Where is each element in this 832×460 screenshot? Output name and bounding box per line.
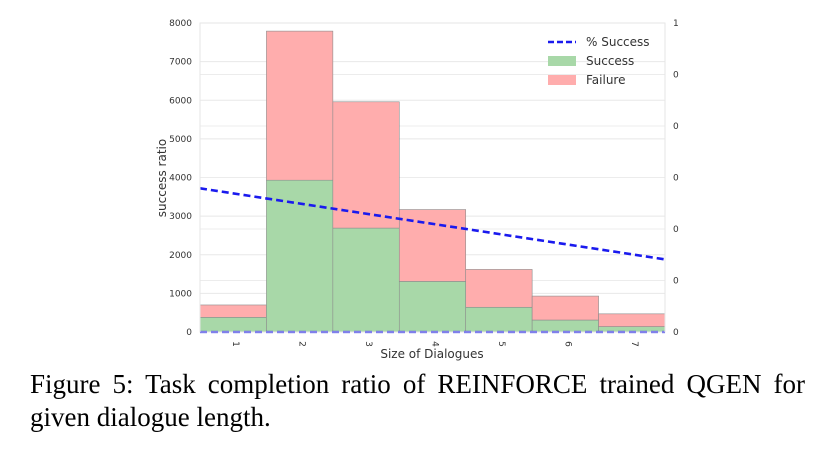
right-y-tick-label: 0 bbox=[673, 71, 679, 81]
bar-failure-1 bbox=[199, 304, 267, 318]
legend-label-success: Success bbox=[586, 54, 634, 68]
bar-success-4 bbox=[398, 281, 467, 333]
legend-swatch-failure bbox=[548, 75, 576, 85]
bars bbox=[199, 30, 666, 333]
y-ticks: 0 1000 2000 3000 4000 5000 6000 7000 8000 bbox=[169, 19, 192, 338]
x-tick-label: 6 bbox=[562, 341, 572, 347]
y-tick-label: 6000 bbox=[169, 96, 192, 106]
right-y-tick-label: 0 bbox=[673, 277, 679, 287]
x-tick-label: 7 bbox=[629, 341, 639, 347]
x-tick-label: 1 bbox=[230, 341, 240, 347]
y-tick-label: 5000 bbox=[169, 135, 192, 145]
right-y-tick-label: 0 bbox=[673, 174, 679, 184]
bar-success-6 bbox=[531, 319, 599, 333]
line-percent-success bbox=[199, 187, 666, 261]
bar-success-5 bbox=[465, 306, 533, 333]
x-tick-label: 4 bbox=[430, 341, 440, 347]
bar-failure-2 bbox=[266, 30, 334, 181]
x-axis-label: Size of Dialogues bbox=[380, 347, 483, 361]
bar-failure-6 bbox=[531, 295, 599, 321]
right-y-tick-label: 0 bbox=[673, 122, 679, 132]
right-y-tick-label: 0 bbox=[673, 225, 679, 235]
legend: % Success Success Failure bbox=[548, 35, 650, 87]
y-tick-label: 2000 bbox=[169, 251, 192, 261]
right-y-tick-label: 1 bbox=[673, 19, 679, 29]
y-tick-label: 4000 bbox=[169, 174, 192, 184]
y-tick-label: 1000 bbox=[169, 289, 192, 299]
y-tick-label: 0 bbox=[186, 328, 192, 338]
legend-label-percent-success: % Success bbox=[586, 35, 650, 49]
right-y-ticks: 0 0 0 0 0 0 1 bbox=[673, 19, 679, 338]
y-tick-label: 8000 bbox=[169, 19, 192, 29]
y-axis-label: success ratio bbox=[155, 139, 169, 217]
x-tick-label: 3 bbox=[363, 341, 373, 347]
bar-failure-3 bbox=[332, 101, 400, 229]
x-ticks: 1 2 3 4 5 6 7 bbox=[230, 341, 639, 347]
y-tick-label: 3000 bbox=[169, 212, 192, 222]
figure-caption: Figure 5: Task completion ratio of REINF… bbox=[30, 369, 805, 432]
x-tick-label: 5 bbox=[496, 341, 506, 347]
y-tick-label: 7000 bbox=[169, 58, 192, 68]
bar-success-1 bbox=[199, 317, 267, 333]
bar-failure-7 bbox=[598, 313, 666, 327]
right-y-tick-label: 0 bbox=[673, 328, 679, 338]
plot-frame bbox=[199, 22, 666, 333]
legend-swatch-success bbox=[548, 56, 576, 66]
bar-success-3 bbox=[332, 227, 400, 333]
bar-failure-5 bbox=[465, 269, 533, 308]
legend-label-failure: Failure bbox=[586, 73, 625, 87]
x-tick-label: 2 bbox=[297, 341, 307, 347]
